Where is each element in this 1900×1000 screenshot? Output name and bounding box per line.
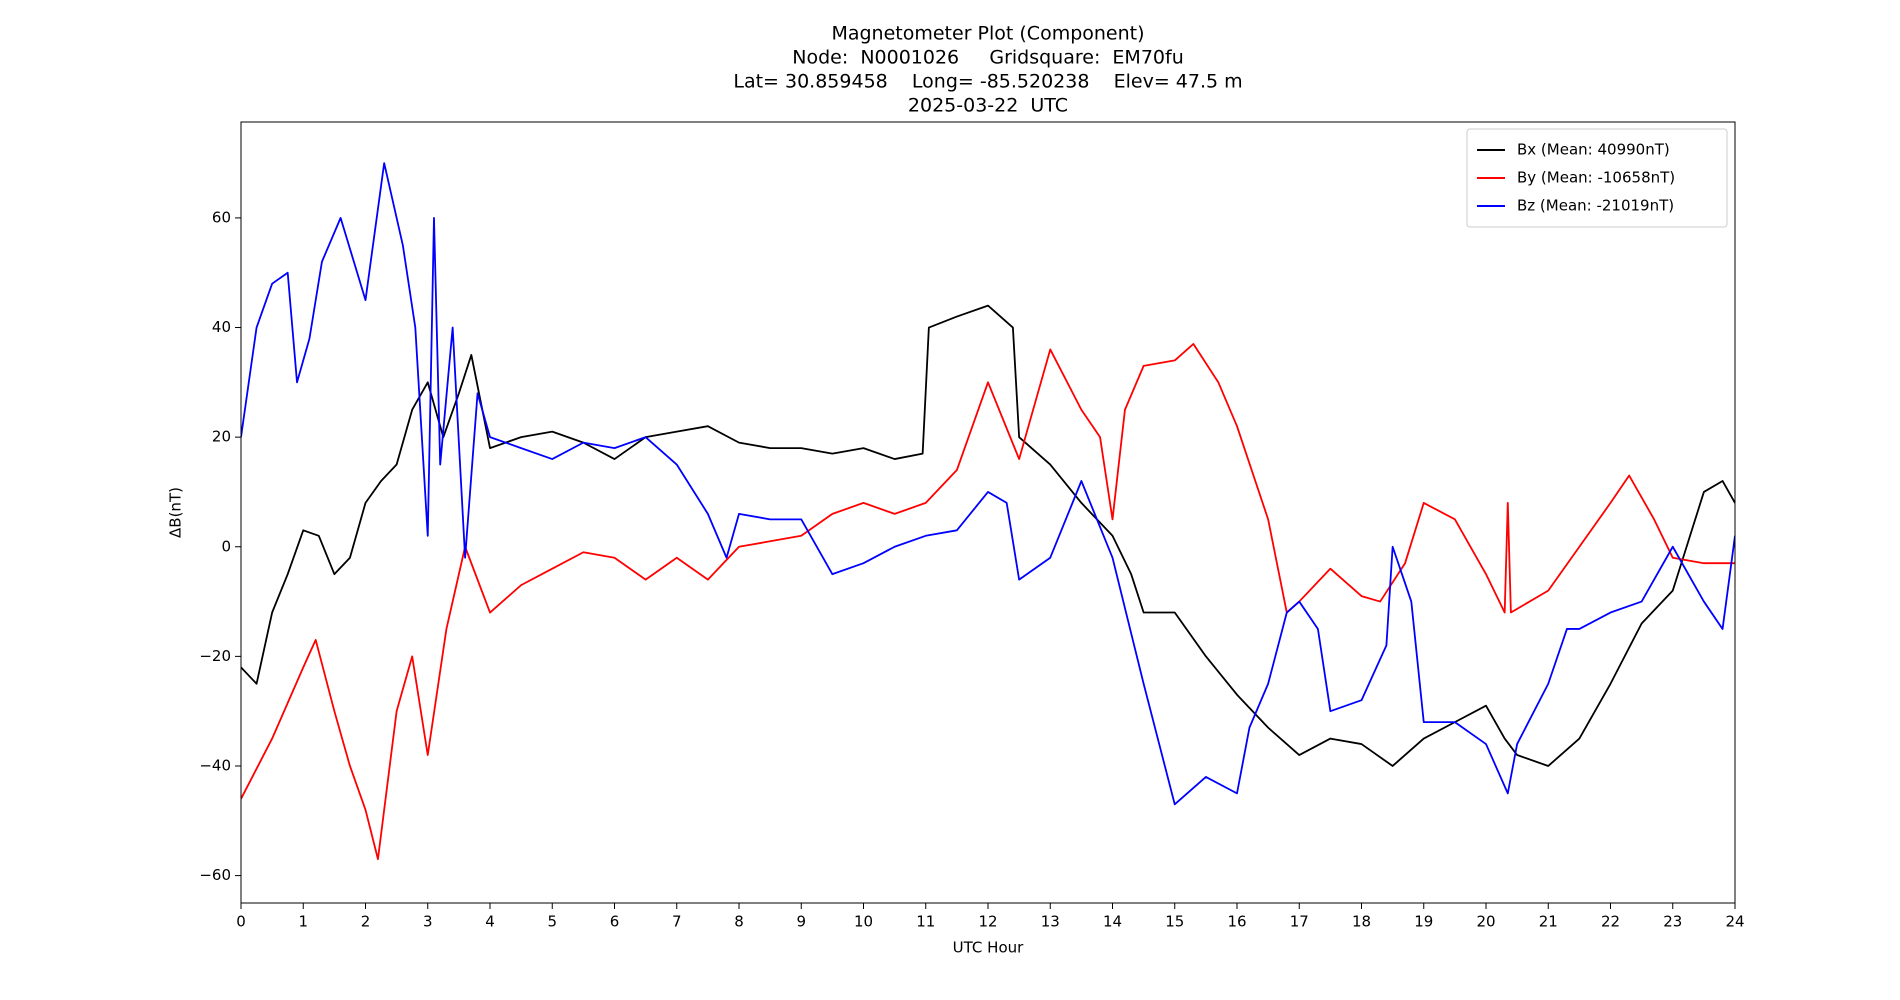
y-tick-label: 40 (212, 318, 231, 336)
x-tick-label: 24 (1725, 913, 1744, 931)
x-tick-label: 6 (610, 913, 620, 931)
chart-title: Node: N0001026 Gridsquare: EM70fu (792, 47, 1184, 69)
y-tick-label: 60 (212, 208, 231, 226)
x-tick-label: 21 (1539, 913, 1558, 931)
x-tick-label: 19 (1414, 913, 1433, 931)
y-axis-label: ΔB(nT) (167, 487, 185, 538)
x-tick-label: 17 (1290, 913, 1309, 931)
y-tick-label: 0 (221, 537, 231, 555)
x-tick-label: 10 (854, 913, 873, 931)
x-tick-label: 20 (1476, 913, 1495, 931)
chart-title: Lat= 30.859458 Long= -85.520238 Elev= 47… (733, 71, 1242, 93)
x-tick-label: 13 (1041, 913, 1060, 931)
chart-title: Magnetometer Plot (Component) (831, 23, 1144, 45)
legend-label: By (Mean: -10658nT) (1517, 169, 1675, 187)
data-line (241, 162, 1735, 806)
x-tick-label: 3 (423, 913, 433, 931)
y-tick-label: −60 (199, 866, 231, 884)
data-line (241, 304, 1735, 767)
x-tick-label: 22 (1601, 913, 1620, 931)
legend-box (1466, 128, 1728, 228)
x-tick-label: 23 (1663, 913, 1682, 931)
x-tick-label: 8 (734, 913, 744, 931)
x-tick-label: 15 (1165, 913, 1184, 931)
x-tick-label: 18 (1352, 913, 1371, 931)
x-tick-label: 11 (916, 913, 935, 931)
legend-label: Bz (Mean: -21019nT) (1517, 197, 1674, 215)
y-tick-label: −20 (199, 647, 231, 665)
x-tick-label: 4 (485, 913, 495, 931)
x-tick-label: 7 (672, 913, 682, 931)
x-tick-label: 9 (796, 913, 806, 931)
x-tick-label: 14 (1103, 913, 1122, 931)
data-line (241, 343, 1735, 861)
chart-title: 2025-03-22 UTC (908, 95, 1068, 117)
x-tick-label: 16 (1227, 913, 1246, 931)
x-tick-label: 1 (298, 913, 308, 931)
x-axis-label: UTC Hour (953, 939, 1024, 957)
x-tick-label: 5 (547, 913, 557, 931)
x-tick-label: 2 (361, 913, 371, 931)
x-tick-label: 12 (978, 913, 997, 931)
y-tick-label: −40 (199, 756, 231, 774)
y-tick-label: 20 (212, 428, 231, 446)
legend-label: Bx (Mean: 40990nT) (1517, 141, 1670, 159)
x-tick-label: 0 (236, 913, 246, 931)
plot-frame (240, 121, 1736, 904)
